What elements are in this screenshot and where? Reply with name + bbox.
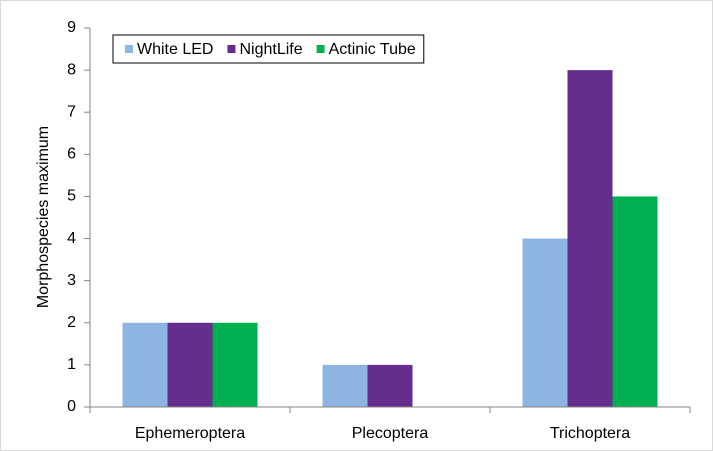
y-tick-label: 1 (67, 356, 76, 373)
legend-label: NightLife (239, 41, 302, 58)
bar (122, 322, 168, 407)
legend-label: White LED (137, 41, 213, 58)
legend-swatch (316, 45, 325, 53)
x-tick-label: Plecoptera (352, 425, 429, 442)
y-tick-label: 7 (67, 103, 76, 120)
y-tick-label: 4 (67, 230, 76, 247)
x-tick-label: Ephemeroptera (135, 425, 245, 442)
y-tick-label: 2 (67, 314, 76, 331)
y-tick-label: 0 (67, 398, 76, 415)
bar (522, 238, 568, 407)
x-tick-label: Trichoptera (550, 425, 630, 442)
y-tick-label: 8 (67, 61, 76, 78)
legend-swatch (125, 45, 133, 53)
y-tick-label: 6 (67, 146, 76, 163)
bar (167, 322, 213, 407)
y-tick-label: 9 (67, 19, 76, 36)
legend-box (112, 34, 425, 64)
bar (612, 196, 658, 407)
bar (212, 322, 258, 407)
bar (567, 70, 613, 407)
bar (322, 364, 368, 407)
legend-label: Actinic Tube (329, 41, 416, 58)
y-tick-label: 5 (67, 188, 76, 205)
y-tick-label: 3 (67, 272, 76, 289)
bar (367, 364, 413, 407)
legend-swatch (227, 45, 236, 53)
y-axis-label: Morphospecies maximum (35, 126, 52, 308)
